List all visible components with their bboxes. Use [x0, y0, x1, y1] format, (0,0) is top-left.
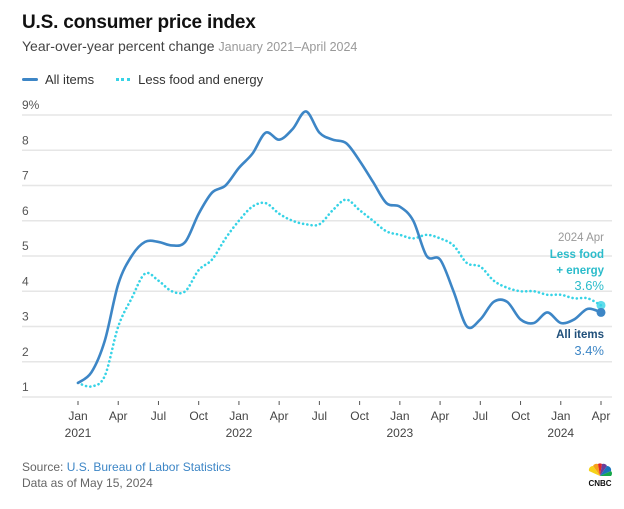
annotation-core-label-2: + energy [556, 265, 604, 277]
y-tick-label: 1 [22, 380, 29, 394]
y-tick-label: 5 [22, 239, 29, 253]
x-axis: Jan 2021 Apr Jul Oct Jan 2022 Apr Jul Oct Jan 2023 A… [65, 401, 611, 440]
x-tick-year-label: 2023 [386, 426, 413, 440]
annotation-date: 2024 Apr [558, 232, 604, 244]
legend-label-core: Less food and energy [138, 72, 264, 87]
peacock-icon [588, 463, 612, 476]
x-tick-year-label: 2021 [65, 426, 92, 440]
x-tick-label: Apr [431, 409, 450, 423]
annotation-all-value: 3.4% [574, 343, 604, 358]
chart-subtitle: Year-over-year percent change January 20… [22, 38, 357, 54]
x-tick-label: Jan [229, 409, 248, 423]
x-tick-year-label: 2024 [547, 426, 574, 440]
y-axis: 1 2 3 4 5 6 7 8 9% [22, 98, 40, 394]
y-tick-label: 7 [22, 169, 29, 183]
legend-swatch-core [116, 78, 131, 81]
x-tick-label: Oct [189, 409, 208, 423]
end-point-core [596, 300, 606, 310]
series-line-core [76, 198, 603, 388]
x-tick-label: Oct [511, 409, 530, 423]
x-tick-label: Jul [473, 409, 488, 423]
y-tick-label: 4 [22, 274, 29, 288]
footer: Source: U.S. Bureau of Labor Statistics … [22, 459, 231, 491]
x-tick-label: Jan [551, 409, 570, 423]
annotation-core-value: 3.6% [574, 278, 604, 293]
chart-title: U.S. consumer price index [22, 12, 256, 33]
source-line: Source: U.S. Bureau of Labor Statistics [22, 459, 231, 475]
subtitle-text: Year-over-year percent change [22, 38, 215, 54]
legend-swatch-all-items [22, 78, 38, 81]
y-tick-label: 8 [22, 133, 29, 147]
end-point-all-items [596, 307, 606, 317]
source-link[interactable]: U.S. Bureau of Labor Statistics [66, 460, 231, 474]
x-tick-label: Apr [109, 409, 128, 423]
end-annotations: 2024 Apr Less food + energy 3.6% All ite… [550, 232, 605, 358]
data-as-of: Data as of May 15, 2024 [22, 476, 153, 490]
x-tick-label: Jul [312, 409, 327, 423]
x-tick-label: Jan [68, 409, 87, 423]
x-tick-label: Apr [592, 409, 611, 423]
chart-area: 1 2 3 4 5 6 7 8 9% Jan 2021 Apr Jul Oct Jan 2022 Apr Jul… [22, 98, 612, 440]
logo-text: CNBC [588, 479, 611, 488]
source-prefix: Source: [22, 460, 67, 474]
y-tick-label: 2 [22, 345, 29, 359]
y-tick-label: 6 [22, 204, 29, 218]
date-range: January 2021–April 2024 [218, 40, 358, 54]
legend-label-all-items: All items [45, 72, 95, 87]
y-tick-label: 3 [22, 310, 29, 324]
series-layer [76, 110, 606, 388]
x-tick-label: Jul [151, 409, 166, 423]
x-tick-label: Apr [270, 409, 289, 423]
annotation-core-label-1: Less food [550, 249, 604, 261]
x-tick-label: Oct [350, 409, 369, 423]
grid [22, 114, 612, 398]
y-tick-label: 9% [22, 98, 40, 112]
legend: All items Less food and energy [22, 72, 263, 87]
series-line-all-items [76, 110, 603, 385]
cnbc-logo: CNBC [588, 463, 612, 488]
x-tick-label: Jan [390, 409, 409, 423]
x-tick-year-label: 2022 [226, 426, 253, 440]
annotation-all-label: All items [556, 329, 604, 341]
